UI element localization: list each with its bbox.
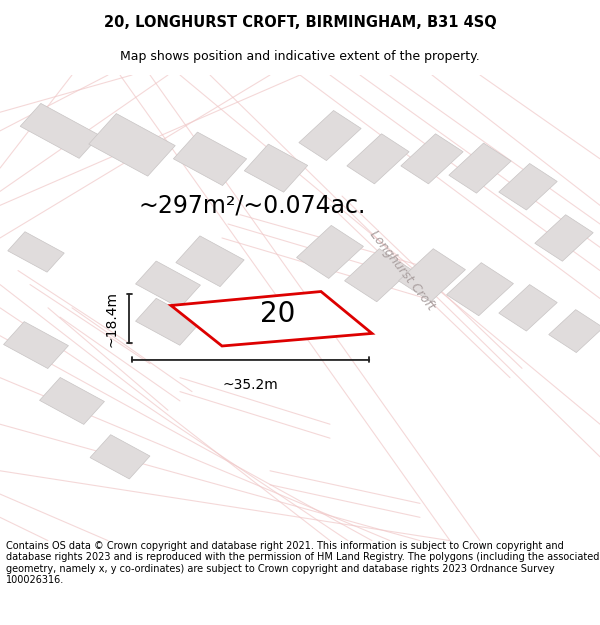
Polygon shape xyxy=(347,134,409,184)
Polygon shape xyxy=(176,236,244,287)
Polygon shape xyxy=(499,284,557,331)
Polygon shape xyxy=(173,132,247,186)
Text: Longhurst Croft: Longhurst Croft xyxy=(367,228,437,313)
Polygon shape xyxy=(344,249,412,302)
Text: Contains OS data © Crown copyright and database right 2021. This information is : Contains OS data © Crown copyright and d… xyxy=(6,541,599,586)
Polygon shape xyxy=(499,164,557,210)
Text: Map shows position and indicative extent of the property.: Map shows position and indicative extent… xyxy=(120,50,480,62)
Polygon shape xyxy=(20,103,100,158)
Polygon shape xyxy=(296,226,364,279)
Polygon shape xyxy=(398,249,466,302)
Polygon shape xyxy=(535,215,593,261)
Polygon shape xyxy=(4,322,68,369)
Text: 20, LONGHURST CROFT, BIRMINGHAM, B31 4SQ: 20, LONGHURST CROFT, BIRMINGHAM, B31 4SQ xyxy=(104,15,496,30)
Polygon shape xyxy=(40,378,104,424)
Polygon shape xyxy=(549,309,600,352)
Polygon shape xyxy=(171,291,372,346)
Polygon shape xyxy=(449,143,511,193)
Polygon shape xyxy=(89,114,175,176)
Polygon shape xyxy=(8,232,64,272)
Polygon shape xyxy=(299,111,361,161)
Text: ~297m²/~0.074ac.: ~297m²/~0.074ac. xyxy=(139,193,365,218)
Text: ~35.2m: ~35.2m xyxy=(223,378,278,392)
Text: 20: 20 xyxy=(260,301,295,329)
Polygon shape xyxy=(90,434,150,479)
Polygon shape xyxy=(136,261,200,308)
Polygon shape xyxy=(136,298,200,345)
Polygon shape xyxy=(401,134,463,184)
Text: ~18.4m: ~18.4m xyxy=(104,291,118,347)
Polygon shape xyxy=(244,144,308,192)
Polygon shape xyxy=(446,262,514,316)
